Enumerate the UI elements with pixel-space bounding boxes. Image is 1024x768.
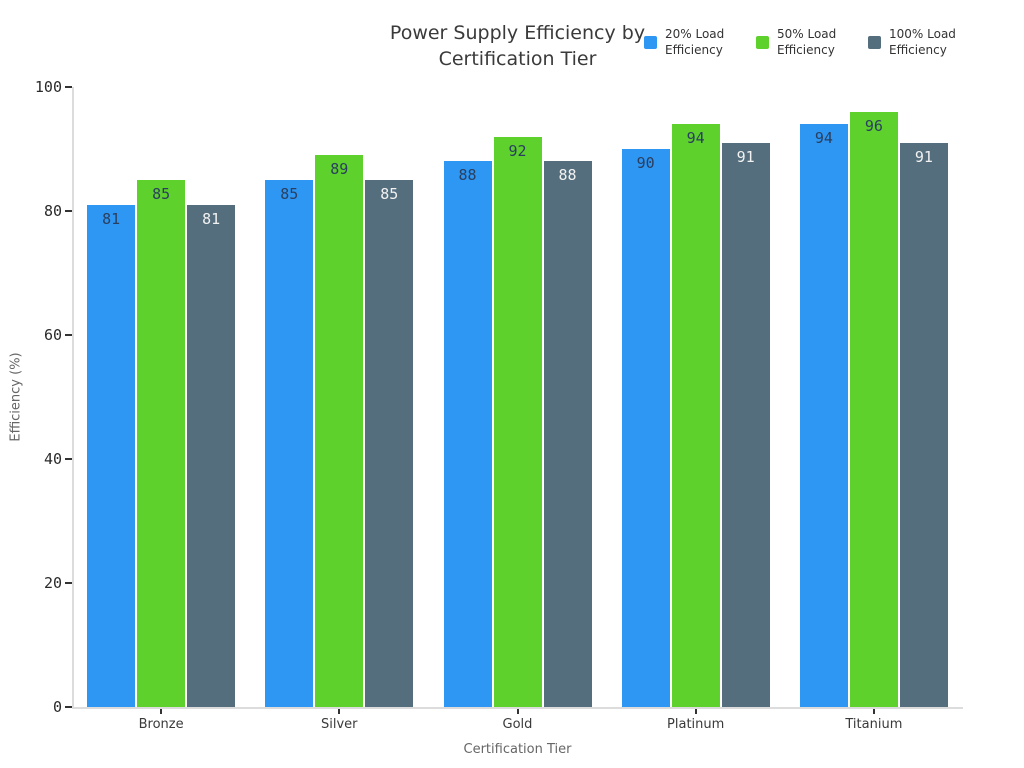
bar-value-label: 89	[330, 160, 349, 179]
bar-50-load-efficiency-silver: 89	[315, 155, 364, 707]
x-tick-mark	[694, 709, 697, 714]
bar-value-label: 85	[152, 185, 171, 203]
bar-20-load-efficiency-titanium: 94	[799, 124, 848, 707]
chart-legend: 20% Load Efficiency 50% Load Efficiency …	[644, 26, 967, 58]
bar-50-load-efficiency-gold: 92	[493, 136, 542, 707]
y-tick-mark	[65, 582, 72, 584]
y-tick-mark	[65, 458, 72, 460]
bar-100-load-efficiency-gold: 88	[543, 161, 592, 707]
bar-value-label: 81	[202, 209, 221, 228]
y-tick-mark	[65, 706, 72, 708]
bar-100-load-efficiency-silver: 85	[365, 180, 414, 707]
bar-50-load-efficiency-bronze: 85	[137, 180, 186, 707]
bar-value-label: 90	[636, 154, 655, 172]
y-tick-label: 60	[43, 326, 62, 344]
y-axis-line	[72, 87, 74, 707]
legend-swatch-icon	[868, 35, 881, 49]
legend-label: 20% Load Efficiency	[665, 27, 725, 57]
bar-value-label: 91	[736, 147, 755, 166]
y-tick-label: 80	[43, 202, 62, 220]
chart-title: Power Supply Efficiency by Certification…	[72, 20, 963, 72]
x-tick-mark	[160, 709, 163, 714]
bar-20-load-efficiency-gold: 88	[443, 161, 492, 707]
legend-item-50-load-efficiency[interactable]: 50% Load Efficiency	[756, 26, 855, 58]
y-tick-label: 40	[43, 450, 62, 468]
bar-100-load-efficiency-bronze: 81	[187, 204, 236, 707]
bar-value-label: 91	[914, 147, 933, 166]
bar-20-load-efficiency-platinum: 90	[621, 149, 670, 707]
x-axis-line	[72, 707, 963, 709]
bar-value-label: 94	[686, 129, 705, 148]
bar-value-label: 92	[508, 141, 527, 160]
y-tick-mark	[65, 210, 72, 212]
x-axis-title: Certification Tier	[463, 742, 572, 757]
legend-item-20-load-efficiency[interactable]: 20% Load Efficiency	[644, 26, 743, 58]
x-tick-mark	[872, 709, 875, 714]
x-tick-label-silver: Silver	[321, 717, 358, 732]
legend-swatch-icon	[756, 35, 769, 49]
bar-100-load-efficiency-titanium: 91	[899, 142, 948, 707]
bar-value-label: 96	[864, 116, 883, 135]
bar-20-load-efficiency-silver: 85	[265, 180, 314, 707]
y-tick-label: 0	[52, 698, 62, 716]
bar-value-label: 94	[814, 129, 833, 148]
bar-value-label: 81	[102, 209, 121, 228]
legend-swatch-icon	[644, 35, 657, 49]
legend-label: 100% Load Efficiency	[889, 27, 956, 57]
x-tick-mark	[338, 709, 341, 714]
x-tick-mark	[516, 709, 519, 714]
bar-value-label: 85	[280, 185, 299, 203]
x-tick-label-gold: Gold	[502, 717, 533, 732]
bar-value-label: 88	[458, 166, 477, 185]
bar-20-load-efficiency-bronze: 81	[87, 204, 136, 707]
legend-label: 50% Load Efficiency	[777, 27, 837, 57]
x-tick-label-platinum: Platinum	[667, 717, 725, 732]
x-tick-label-titanium: Titanium	[845, 717, 903, 732]
bar-50-load-efficiency-platinum: 94	[671, 124, 720, 707]
bar-value-label: 85	[380, 185, 399, 203]
bar-value-label: 88	[558, 166, 577, 185]
x-tick-label-bronze: Bronze	[138, 717, 184, 732]
bar-50-load-efficiency-titanium: 96	[849, 111, 898, 707]
bar-100-load-efficiency-platinum: 91	[721, 142, 770, 707]
chart-title-line-2: Certification Tier	[438, 48, 597, 70]
y-tick-mark	[65, 334, 72, 336]
y-tick-mark	[65, 86, 72, 88]
y-tick-label: 100	[34, 78, 62, 96]
legend-item-100-load-efficiency[interactable]: 100% Load Efficiency	[868, 26, 967, 58]
chart-title-line-1: Power Supply Efficiency by	[389, 22, 646, 44]
y-tick-label: 20	[43, 574, 62, 592]
